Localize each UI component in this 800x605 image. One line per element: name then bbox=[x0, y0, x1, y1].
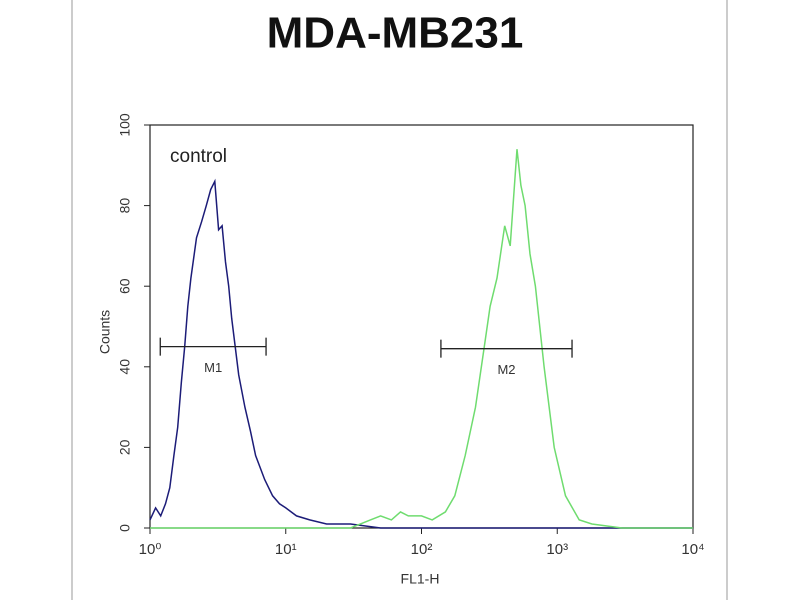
marker-label: M2 bbox=[497, 362, 515, 377]
x-tick-label: 10³ bbox=[546, 541, 568, 558]
y-tick-label: 80 bbox=[117, 198, 133, 214]
histogram-line bbox=[149, 178, 693, 529]
y-tick-label: 100 bbox=[117, 113, 133, 137]
x-tick-label: 10⁴ bbox=[681, 541, 704, 558]
y-tick-label: 0 bbox=[117, 524, 133, 532]
y-axis-label: Counts bbox=[97, 310, 113, 354]
chart-title: MDA-MB231 bbox=[267, 9, 524, 58]
y-tick-label: 20 bbox=[117, 439, 133, 455]
plot-area bbox=[149, 124, 694, 529]
marker-label: M1 bbox=[204, 360, 222, 375]
x-tick-label: 10⁰ bbox=[139, 541, 162, 558]
y-tick-label: 60 bbox=[117, 278, 133, 294]
annotation: control bbox=[170, 146, 227, 167]
y-tick-label: 40 bbox=[117, 359, 133, 375]
histogram-line bbox=[150, 149, 693, 529]
x-axis-label: FL1-H bbox=[401, 571, 440, 587]
x-tick-label: 10¹ bbox=[275, 541, 297, 558]
x-tick-label: 10² bbox=[411, 541, 433, 558]
